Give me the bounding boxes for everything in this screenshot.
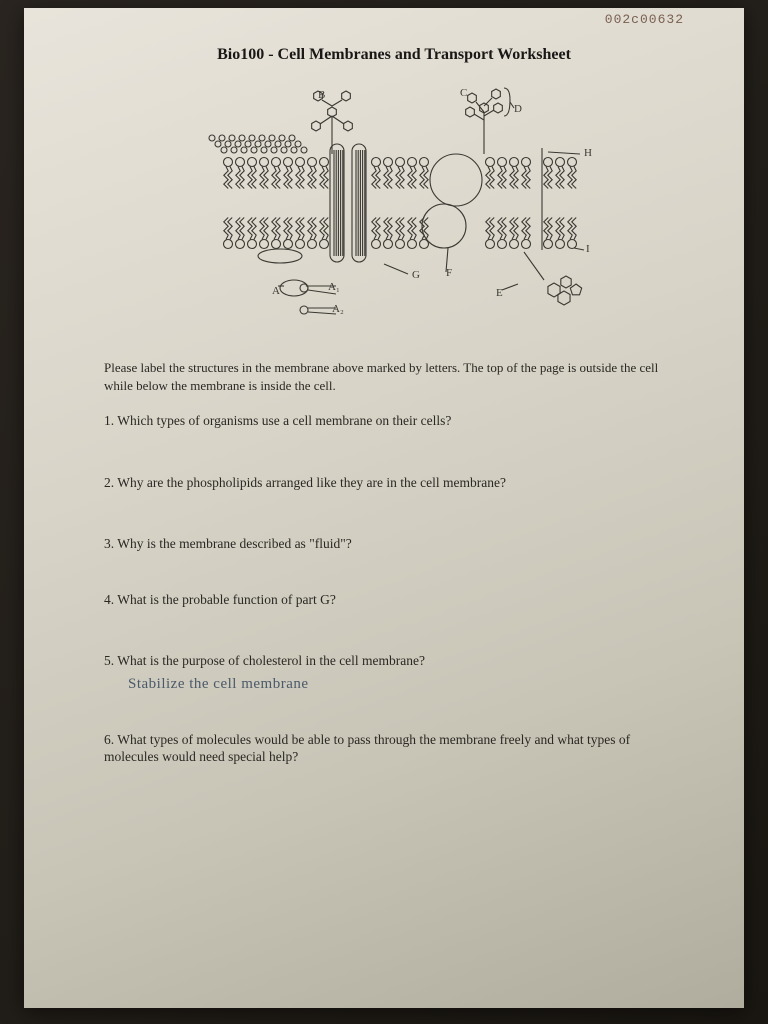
question-1: 1. Which types of organisms use a cell m… — [104, 412, 684, 430]
handwritten-answer-5: Stabilize the cell membrane — [128, 676, 684, 693]
svg-text:A₂: A₂ — [332, 303, 344, 315]
svg-text:E: E — [496, 287, 503, 299]
question-6: 6. What types of molecules would be able… — [104, 731, 684, 766]
svg-text:F: F — [446, 267, 452, 279]
question-3: 3. Why is the membrane described as "flu… — [104, 535, 684, 553]
svg-text:G: G — [412, 269, 420, 281]
svg-text:H: H — [584, 147, 592, 159]
worksheet-paper: 002c00632 Bio100 - Cell Membranes and Tr… — [24, 8, 744, 1008]
svg-text:A₁: A₁ — [328, 281, 340, 293]
worksheet-title: Bio100 - Cell Membranes and Transport Wo… — [104, 46, 684, 64]
svg-text:I: I — [586, 243, 590, 255]
question-4: 4. What is the probable function of part… — [104, 591, 684, 609]
watermark-code: 002c00632 — [605, 12, 684, 27]
svg-text:B: B — [318, 89, 325, 101]
membrane-diagram: A A₁ A₂ B C D E F G H I — [184, 76, 604, 336]
svg-text:D: D — [514, 103, 522, 115]
question-5: 5. What is the purpose of cholesterol in… — [104, 652, 684, 670]
svg-text:A: A — [272, 285, 280, 297]
instructions-text: Please label the structures in the membr… — [104, 359, 684, 394]
membrane-diagram-container: A A₁ A₂ B C D E F G H I — [104, 76, 684, 341]
question-2: 2. Why are the phospholipids arranged li… — [104, 474, 684, 492]
svg-text:C: C — [460, 87, 467, 99]
